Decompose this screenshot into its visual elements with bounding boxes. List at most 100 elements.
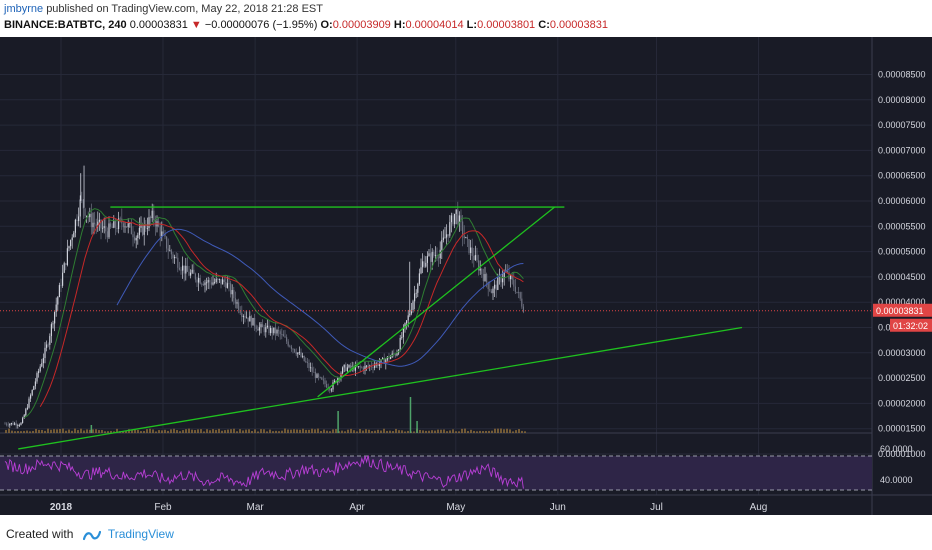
candle	[428, 253, 430, 257]
candle	[342, 367, 344, 374]
candle	[455, 209, 457, 214]
price-chart-svg[interactable]: 0.00008500 0.00008000 0.00007500 0.00007000…	[0, 37, 932, 515]
candle	[430, 253, 432, 262]
volume-bar	[458, 431, 460, 433]
candle	[47, 344, 49, 346]
candle	[404, 323, 406, 328]
candle	[100, 219, 102, 229]
volume-bar	[89, 429, 91, 433]
volume-bar	[164, 429, 166, 433]
x-tick-label: Mar	[246, 502, 264, 513]
candle	[511, 275, 513, 280]
candle	[410, 309, 412, 314]
candle	[79, 199, 81, 217]
candle	[385, 359, 387, 364]
candle	[164, 233, 166, 237]
candle	[58, 285, 60, 298]
volume-bar	[290, 429, 292, 433]
volume-bar	[491, 430, 493, 433]
volume-bar	[71, 430, 73, 433]
candle	[282, 334, 284, 337]
moving-averages	[23, 208, 524, 419]
x-tick-label: 2018	[50, 502, 73, 513]
candle	[274, 327, 276, 334]
volume-bar	[11, 430, 13, 433]
candle	[519, 292, 521, 299]
trendlines[interactable]	[18, 206, 743, 450]
author-link[interactable]: jmbyrne	[4, 3, 44, 15]
candle	[89, 213, 91, 218]
candle	[489, 289, 491, 291]
candle	[196, 279, 198, 283]
candle	[305, 361, 307, 362]
candle	[322, 379, 324, 381]
candle	[518, 291, 520, 293]
candle	[111, 226, 113, 228]
candle	[372, 367, 374, 368]
volume-bar	[41, 429, 43, 433]
candle	[12, 423, 14, 425]
volume-bar	[347, 429, 349, 433]
volume-bar	[317, 428, 319, 433]
volume-bar	[356, 431, 358, 433]
candle	[479, 268, 481, 271]
countdown-label: 01:32:02	[893, 321, 928, 331]
high-value: 0.00004014	[405, 19, 464, 31]
candle	[358, 366, 360, 368]
candle	[286, 337, 288, 342]
candle	[329, 388, 331, 391]
volume-bar	[485, 430, 487, 433]
chart-area[interactable]: 0.00008500 0.00008000 0.00007500 0.00007000…	[0, 37, 932, 515]
candle	[366, 365, 368, 367]
candle	[162, 231, 164, 234]
candle	[378, 363, 380, 366]
volume-bar	[473, 430, 475, 433]
trendline[interactable]	[317, 206, 555, 398]
volume-bar	[326, 430, 328, 433]
candle	[457, 209, 459, 224]
trendline[interactable]	[18, 326, 743, 450]
volume-bar	[65, 430, 67, 433]
candle	[252, 317, 254, 326]
x-tick-label: Jul	[650, 502, 663, 513]
rsi-line	[4, 455, 524, 489]
candle	[450, 215, 452, 223]
candle	[44, 347, 46, 359]
candle	[143, 224, 145, 235]
candle	[20, 422, 22, 425]
candle	[502, 278, 504, 283]
candle	[478, 260, 480, 271]
volume-bar	[248, 429, 250, 433]
volume-bar	[494, 428, 496, 433]
candle	[159, 226, 161, 237]
tradingview-link[interactable]: TradingView	[107, 527, 174, 541]
volume-bar	[368, 429, 370, 433]
publish-header: jmbyrne published on TradingView.com, Ma…	[4, 3, 323, 15]
candle	[289, 345, 291, 347]
candle	[242, 316, 244, 317]
candle	[420, 267, 422, 274]
candle	[407, 315, 409, 321]
candle	[255, 326, 257, 329]
candle	[212, 282, 214, 285]
volume-bar	[38, 429, 40, 433]
candle	[414, 293, 416, 302]
candle	[78, 216, 80, 222]
candle	[204, 282, 206, 286]
volume-bar	[137, 429, 139, 433]
candle	[402, 327, 404, 337]
volume-bar	[161, 430, 163, 433]
candle	[73, 232, 75, 238]
candle	[191, 269, 193, 273]
candle	[137, 235, 139, 238]
volume-bar	[62, 428, 64, 433]
candle	[103, 226, 105, 228]
candle	[441, 239, 443, 250]
candle	[180, 269, 182, 271]
candle	[446, 234, 448, 238]
candle	[63, 263, 65, 273]
candle	[206, 282, 208, 284]
candle	[294, 349, 296, 352]
candle	[225, 281, 227, 288]
candle	[281, 334, 283, 335]
